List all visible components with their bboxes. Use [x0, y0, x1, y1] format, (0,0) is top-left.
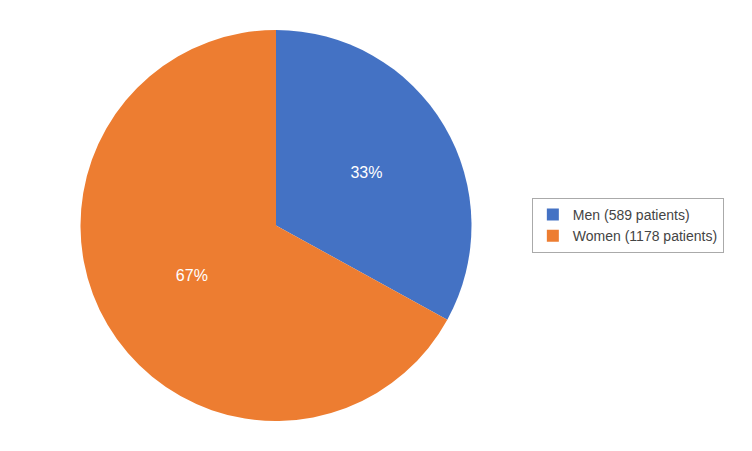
svg-text:Women (1178 patients): Women (1178 patients)	[573, 228, 717, 244]
svg-text:33%: 33%	[350, 164, 382, 181]
svg-text:67%: 67%	[176, 267, 208, 284]
svg-text:Men (589 patients): Men (589 patients)	[573, 207, 690, 223]
